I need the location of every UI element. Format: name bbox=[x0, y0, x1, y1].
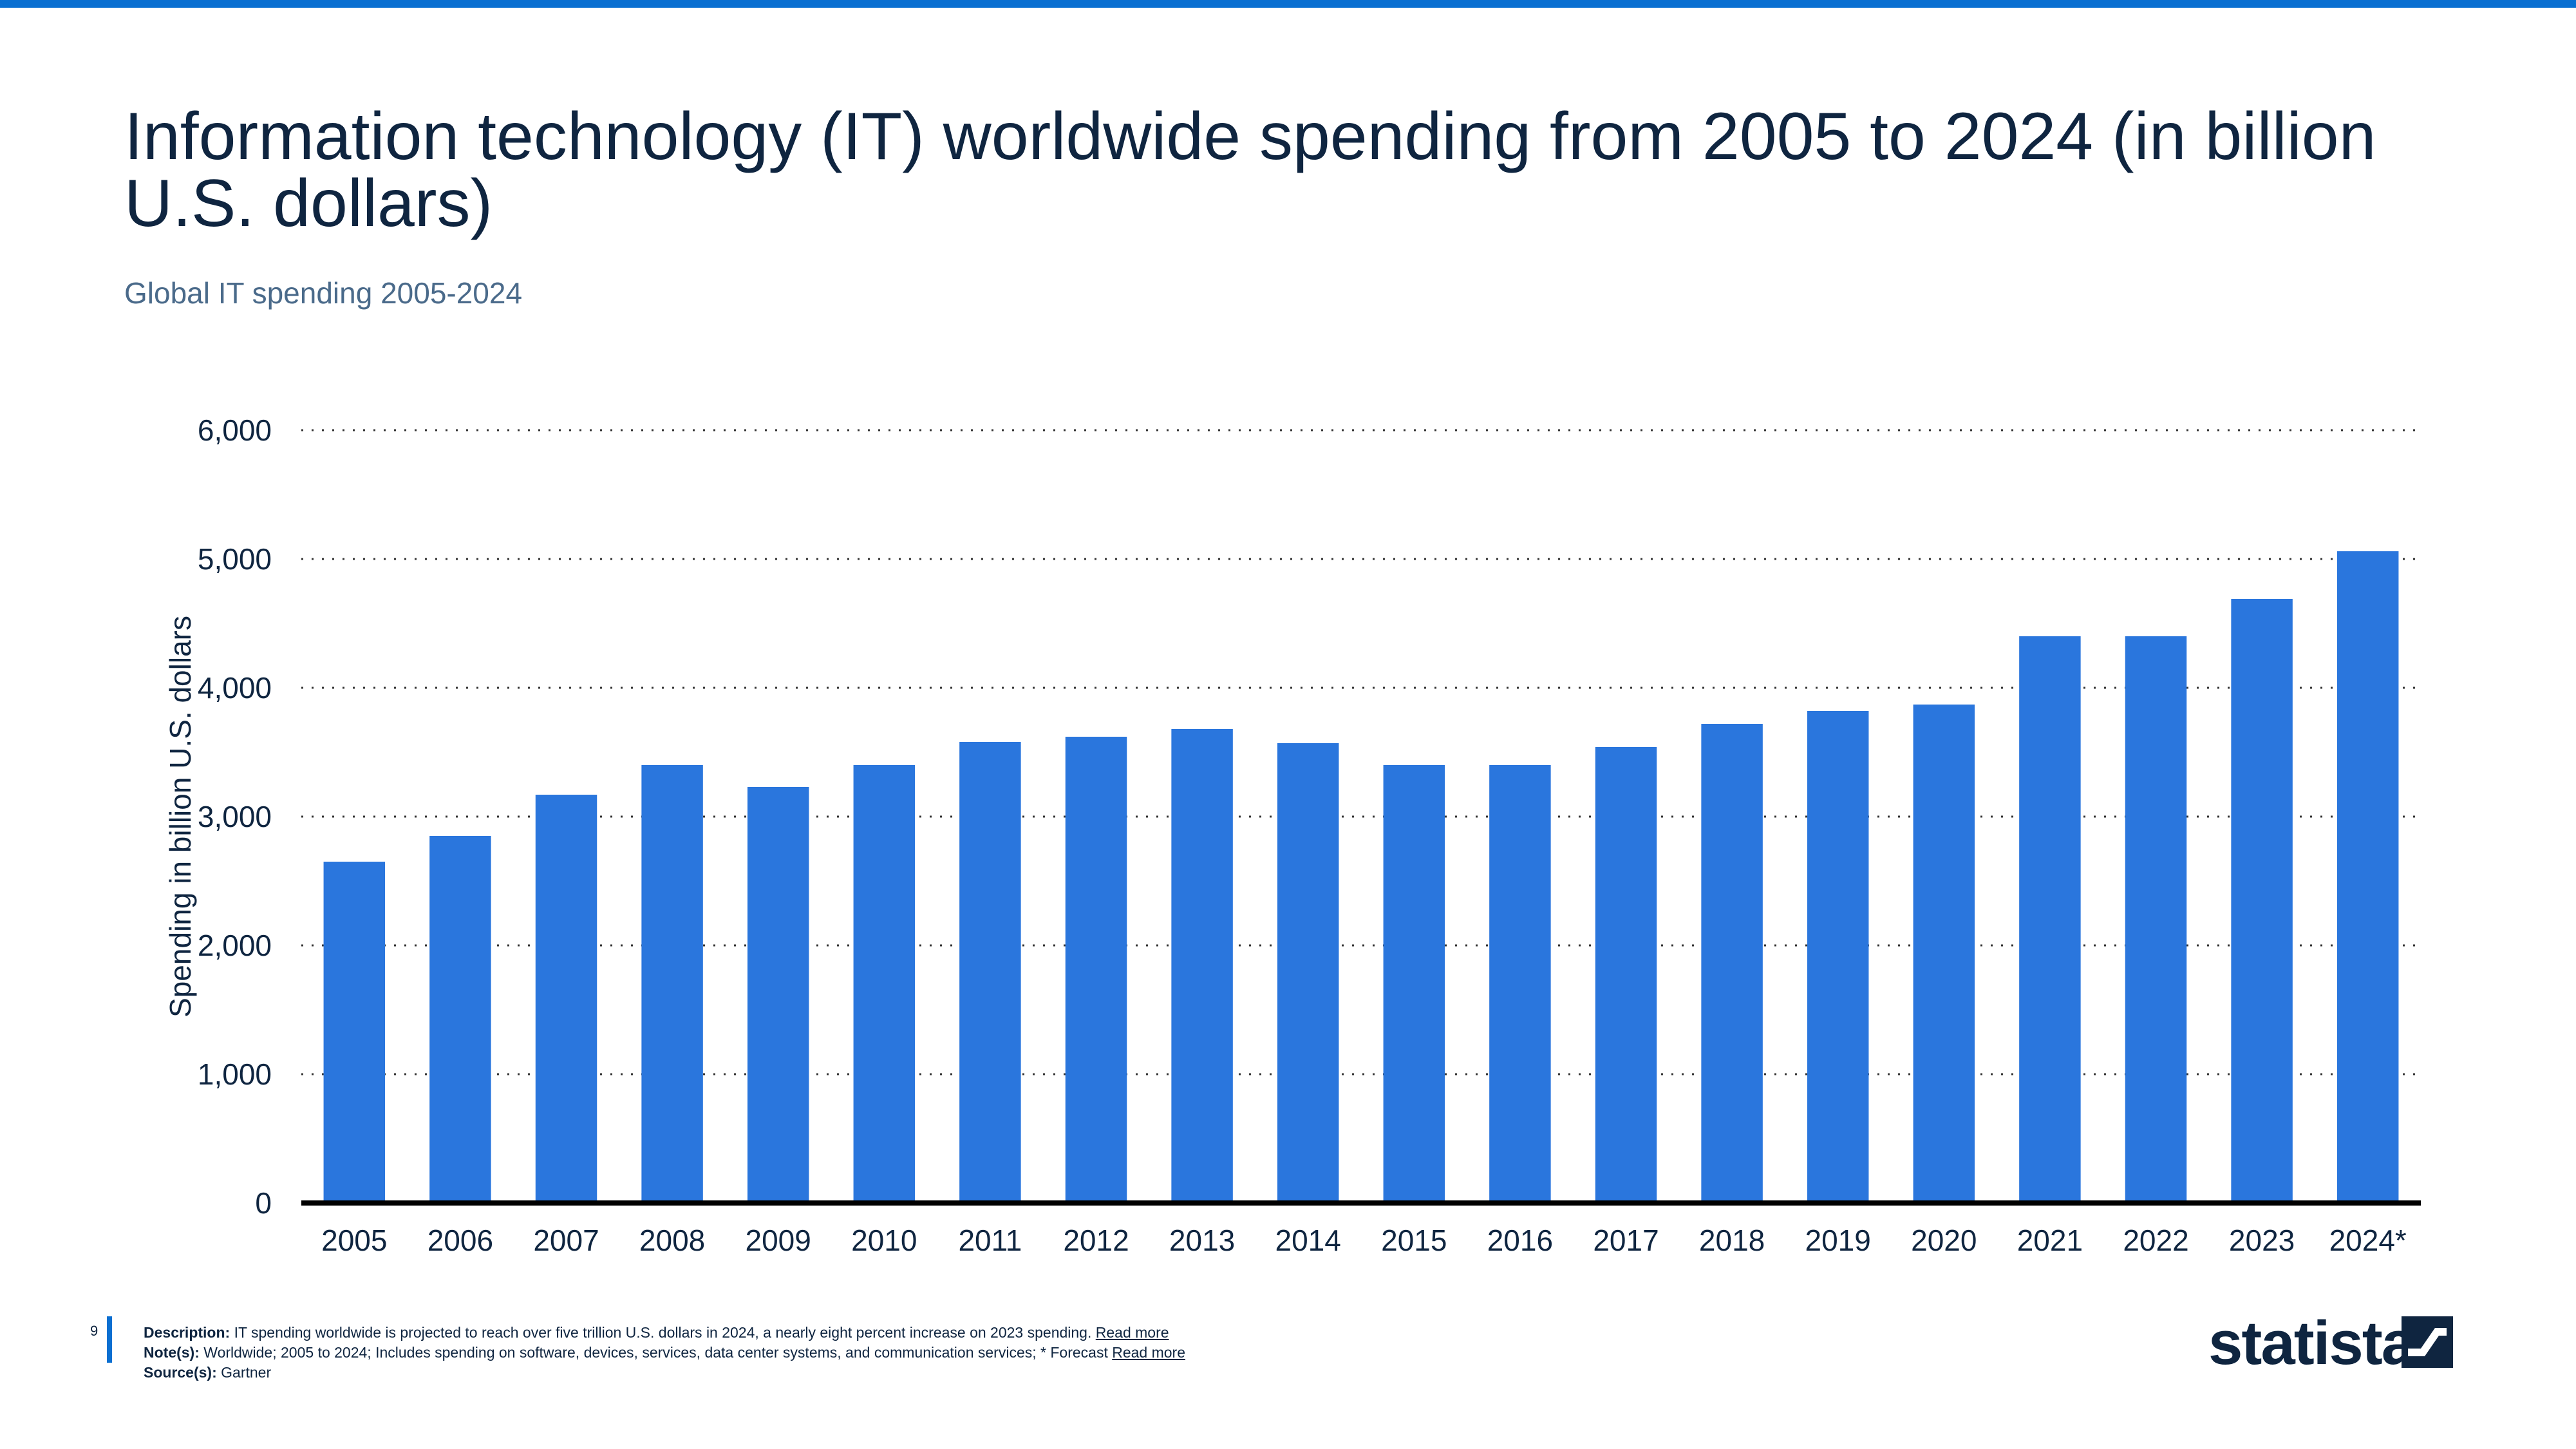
notes-label: Note(s): bbox=[144, 1344, 200, 1361]
description-label: Description: bbox=[144, 1324, 230, 1341]
page-number: 9 bbox=[90, 1323, 99, 1339]
x-tick-label: 2021 bbox=[2017, 1224, 2083, 1257]
bar[interactable] bbox=[1171, 729, 1233, 1203]
description-text: IT spending worldwide is projected to re… bbox=[230, 1324, 1096, 1341]
x-tick-label: 2012 bbox=[1063, 1224, 1129, 1257]
y-tick-label: 4,000 bbox=[198, 671, 272, 705]
chart-title: Information technology (IT) worldwide sp… bbox=[124, 99, 2376, 241]
bar[interactable] bbox=[2019, 636, 2081, 1203]
bar[interactable] bbox=[535, 795, 597, 1203]
statista-logo-icon bbox=[2402, 1316, 2453, 1368]
x-tick-label: 2008 bbox=[639, 1224, 705, 1257]
bar[interactable] bbox=[1701, 724, 1763, 1203]
footer-notes: Description: IT spending worldwide is pr… bbox=[144, 1323, 1185, 1383]
bar[interactable] bbox=[641, 765, 703, 1203]
chart-subtitle: Global IT spending 2005-2024 bbox=[124, 276, 523, 310]
bar[interactable] bbox=[429, 836, 491, 1203]
bar[interactable] bbox=[853, 765, 916, 1203]
bar[interactable] bbox=[959, 742, 1021, 1203]
notes-read-more-link[interactable]: Read more bbox=[1112, 1344, 1186, 1361]
x-tick-label: 2018 bbox=[1699, 1224, 1765, 1257]
x-tick-label: 2013 bbox=[1169, 1224, 1235, 1257]
y-tick-label: 0 bbox=[255, 1186, 272, 1220]
x-tick-label: 2017 bbox=[1593, 1224, 1659, 1257]
source-line: Source(s): Gartner bbox=[144, 1363, 1185, 1383]
x-tick-label: 2020 bbox=[1911, 1224, 1977, 1257]
page-number-accent bbox=[107, 1316, 112, 1363]
x-tick-label: 2015 bbox=[1381, 1224, 1447, 1257]
x-tick-label: 2016 bbox=[1487, 1224, 1553, 1257]
bar[interactable] bbox=[1065, 737, 1127, 1203]
x-tick-label: 2022 bbox=[2123, 1224, 2188, 1257]
bar[interactable] bbox=[323, 862, 386, 1203]
description-read-more-link[interactable]: Read more bbox=[1095, 1324, 1169, 1341]
bar[interactable] bbox=[2125, 636, 2187, 1203]
bar[interactable] bbox=[1807, 711, 1869, 1203]
y-tick-label: 3,000 bbox=[198, 800, 272, 833]
x-tick-label: 2010 bbox=[851, 1224, 917, 1257]
bar[interactable] bbox=[1277, 743, 1339, 1203]
description-line: Description: IT spending worldwide is pr… bbox=[144, 1323, 1185, 1343]
x-tick-label: 2019 bbox=[1805, 1224, 1871, 1257]
y-axis-ticks: 0 1,000 2,000 3,000 4,000 5,000 6,000 bbox=[198, 413, 272, 1220]
x-tick-label: 2011 bbox=[958, 1224, 1022, 1257]
logo-wordmark: statista bbox=[2208, 1309, 2416, 1378]
bar[interactable] bbox=[747, 787, 809, 1203]
x-axis-ticks: 2005 2006 2007 2008 2009 2010 2011 2012 2013 2014… bbox=[321, 1224, 2407, 1257]
bar[interactable] bbox=[1383, 765, 1445, 1203]
x-tick-label: 2024* bbox=[2329, 1224, 2407, 1257]
x-tick-label: 2014 bbox=[1275, 1224, 1341, 1257]
bar[interactable] bbox=[2336, 551, 2399, 1203]
x-tick-label: 2009 bbox=[746, 1224, 811, 1257]
bar[interactable] bbox=[1489, 765, 1551, 1203]
y-tick-label: 5,000 bbox=[198, 542, 272, 576]
bars bbox=[323, 551, 2399, 1203]
bar[interactable] bbox=[1595, 747, 1657, 1203]
y-axis-label: Spending in billion U.S. dollars bbox=[164, 616, 197, 1018]
bar[interactable] bbox=[2231, 599, 2293, 1203]
y-tick-label: 6,000 bbox=[198, 413, 272, 447]
gridlines bbox=[301, 429, 2421, 1075]
y-tick-label: 1,000 bbox=[198, 1057, 272, 1091]
notes-text: Worldwide; 2005 to 2024; Includes spendi… bbox=[199, 1344, 1113, 1361]
x-tick-label: 2023 bbox=[2229, 1224, 2295, 1257]
bar[interactable] bbox=[1913, 705, 1975, 1203]
x-tick-label: 2006 bbox=[428, 1224, 493, 1257]
top-accent-bar bbox=[0, 0, 2576, 8]
notes-line: Note(s): Worldwide; 2005 to 2024; Includ… bbox=[144, 1343, 1185, 1363]
x-tick-label: 2007 bbox=[533, 1224, 599, 1257]
source-label: Source(s): bbox=[144, 1364, 217, 1381]
x-tick-label: 2005 bbox=[321, 1224, 387, 1257]
source-text: Gartner bbox=[216, 1364, 272, 1381]
y-tick-label: 2,000 bbox=[198, 929, 272, 962]
